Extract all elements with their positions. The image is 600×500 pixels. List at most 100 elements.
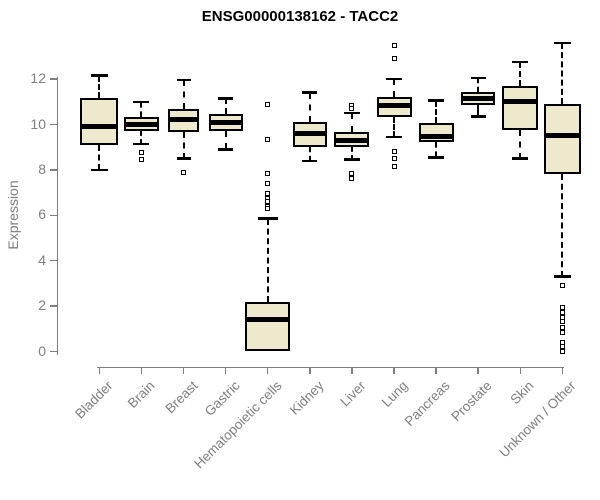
whisker-lower-line — [182, 132, 185, 159]
whisker-upper-cap — [343, 111, 360, 115]
median-line — [208, 119, 243, 125]
y-axis-tick — [50, 350, 57, 353]
outlier-point — [265, 199, 271, 205]
whisker-upper-line — [266, 218, 269, 302]
box-skin — [502, 85, 539, 131]
outlier-point — [559, 283, 565, 289]
y-axis-tick — [50, 123, 57, 126]
outlier-point — [265, 191, 271, 197]
outlier-point — [349, 106, 355, 112]
outlier-point — [559, 329, 565, 335]
outlier-point — [559, 319, 565, 325]
median-line — [80, 124, 119, 130]
outlier-point — [559, 325, 565, 331]
outlier-point — [559, 314, 565, 320]
whisker-lower-cap — [90, 168, 108, 172]
median-line — [292, 131, 327, 137]
outlier-point — [181, 169, 186, 175]
whisker-upper-cap — [257, 217, 278, 220]
y-axis-line — [56, 76, 58, 355]
median-line — [245, 317, 291, 323]
whisker-upper-line — [182, 80, 185, 109]
outlier-point — [349, 170, 355, 176]
y-axis-tick — [50, 305, 57, 307]
y-tick-label: 6 — [38, 206, 46, 223]
y-tick-label: 2 — [38, 297, 46, 314]
whisker-lower-line — [98, 144, 101, 170]
whisker-lower-line — [477, 105, 480, 117]
whisker-lower-line — [140, 131, 143, 144]
y-tick-label: 0 — [38, 342, 46, 359]
outlier-point — [265, 136, 271, 142]
whisker-lower-line — [308, 147, 311, 161]
whisker-lower-cap — [176, 157, 191, 160]
whisker-upper-cap — [176, 78, 191, 82]
whisker-upper-cap — [386, 77, 402, 81]
outlier-point — [559, 344, 565, 350]
x-axis-tick — [435, 366, 437, 374]
y-tick-label: 8 — [38, 160, 46, 177]
x-axis-tick — [393, 366, 395, 374]
box-bladder — [80, 98, 119, 145]
whisker-upper-cap — [218, 97, 234, 100]
whisker-lower-cap — [470, 115, 486, 118]
x-axis-tick — [98, 366, 101, 374]
y-axis-tick — [50, 78, 57, 80]
whisker-lower-line — [224, 131, 227, 150]
whisker-upper-cap — [302, 91, 318, 94]
x-axis-tick — [519, 366, 522, 374]
outlier-point — [559, 339, 565, 345]
whisker-lower-line — [435, 141, 438, 158]
whisker-upper-cap — [90, 74, 108, 77]
x-axis-tick — [182, 366, 185, 374]
outlier-point — [391, 42, 397, 48]
whisker-lower-cap — [386, 135, 402, 139]
x-axis-tick — [561, 366, 564, 374]
whisker-lower-line — [350, 147, 353, 160]
whisker-upper-line — [308, 92, 311, 123]
whisker-lower-cap — [302, 159, 318, 163]
whisker-upper-line — [98, 75, 101, 99]
whisker-lower-line — [561, 174, 564, 277]
whisker-upper-line — [477, 77, 480, 92]
outlier-point — [265, 101, 271, 107]
x-axis-tick — [224, 366, 227, 374]
outlier-point — [265, 181, 271, 187]
whisker-upper-line — [561, 42, 564, 105]
outlier-point — [265, 170, 271, 176]
y-axis-tick — [50, 259, 57, 262]
x-axis-tick — [351, 366, 353, 374]
outlier-point — [559, 310, 565, 316]
median-line — [502, 99, 539, 105]
whisker-upper-cap — [553, 41, 571, 45]
outlier-point — [391, 149, 397, 155]
outlier-point — [138, 157, 144, 163]
median-line — [418, 134, 454, 140]
chart-title: ENSG00000138162 - TACC2 — [201, 8, 399, 25]
outlier-point — [559, 349, 565, 354]
whisker-lower-cap — [133, 142, 150, 146]
x-axis-tick — [477, 366, 479, 374]
whisker-upper-cap — [133, 100, 150, 104]
x-axis-tick — [140, 366, 143, 374]
y-tick-label: 12 — [30, 70, 46, 87]
y-tick-label: 10 — [30, 115, 46, 132]
whisker-upper-line — [393, 79, 395, 98]
outlier-point — [349, 176, 355, 182]
y-axis-tick — [50, 169, 57, 171]
x-axis-line — [97, 366, 565, 368]
median-line — [461, 95, 496, 101]
box-hematopoietic-cells — [245, 301, 291, 352]
whisker-upper-line — [224, 98, 227, 115]
whisker-upper-cap — [512, 60, 529, 64]
median-line — [376, 102, 412, 108]
outlier-point — [138, 150, 144, 156]
whisker-lower-line — [393, 116, 395, 137]
median-line — [123, 122, 159, 127]
whisker-lower-line — [519, 130, 522, 159]
outlier-point — [391, 163, 397, 169]
y-tick-label: 4 — [38, 251, 46, 268]
median-line — [543, 133, 581, 139]
x-axis-tick — [266, 366, 269, 374]
